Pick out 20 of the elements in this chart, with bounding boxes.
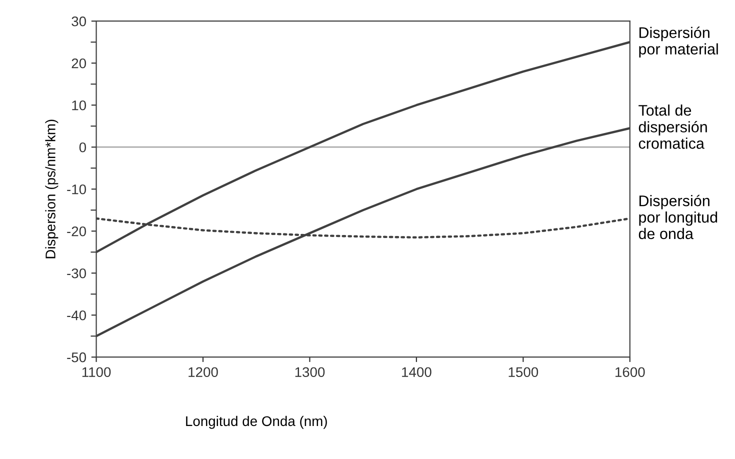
y-tick-label: 20 [72,58,86,68]
x-tick-label: 1100 [82,367,111,378]
x-tick-label: 1600 [616,367,645,378]
y-tick-label: 10 [72,100,86,110]
y-tick-label: -20 [67,226,86,236]
series-label: Dispersión por longitud de onda [638,194,718,240]
y-tick-label: -40 [67,310,86,320]
x-tick-label: 1400 [402,367,432,378]
series-label: Dispersión por material [639,26,718,58]
x-tick-label: 1300 [295,367,325,378]
y-tick-label: -30 [67,268,86,278]
series-label: Total de dispersión cromatica [638,104,707,149]
y-axis-title: Dispersion (ps/nm*km) [45,120,58,258]
y-tick-label: -50 [67,352,86,362]
x-axis-title: Longitud de Onda (nm) [186,416,327,429]
y-tick-label: -10 [67,184,86,194]
x-tick-label: 1200 [188,367,218,378]
y-tick-label: 30 [72,16,86,26]
y-tick-label: 0 [79,142,86,152]
x-tick-label: 1500 [508,367,538,378]
